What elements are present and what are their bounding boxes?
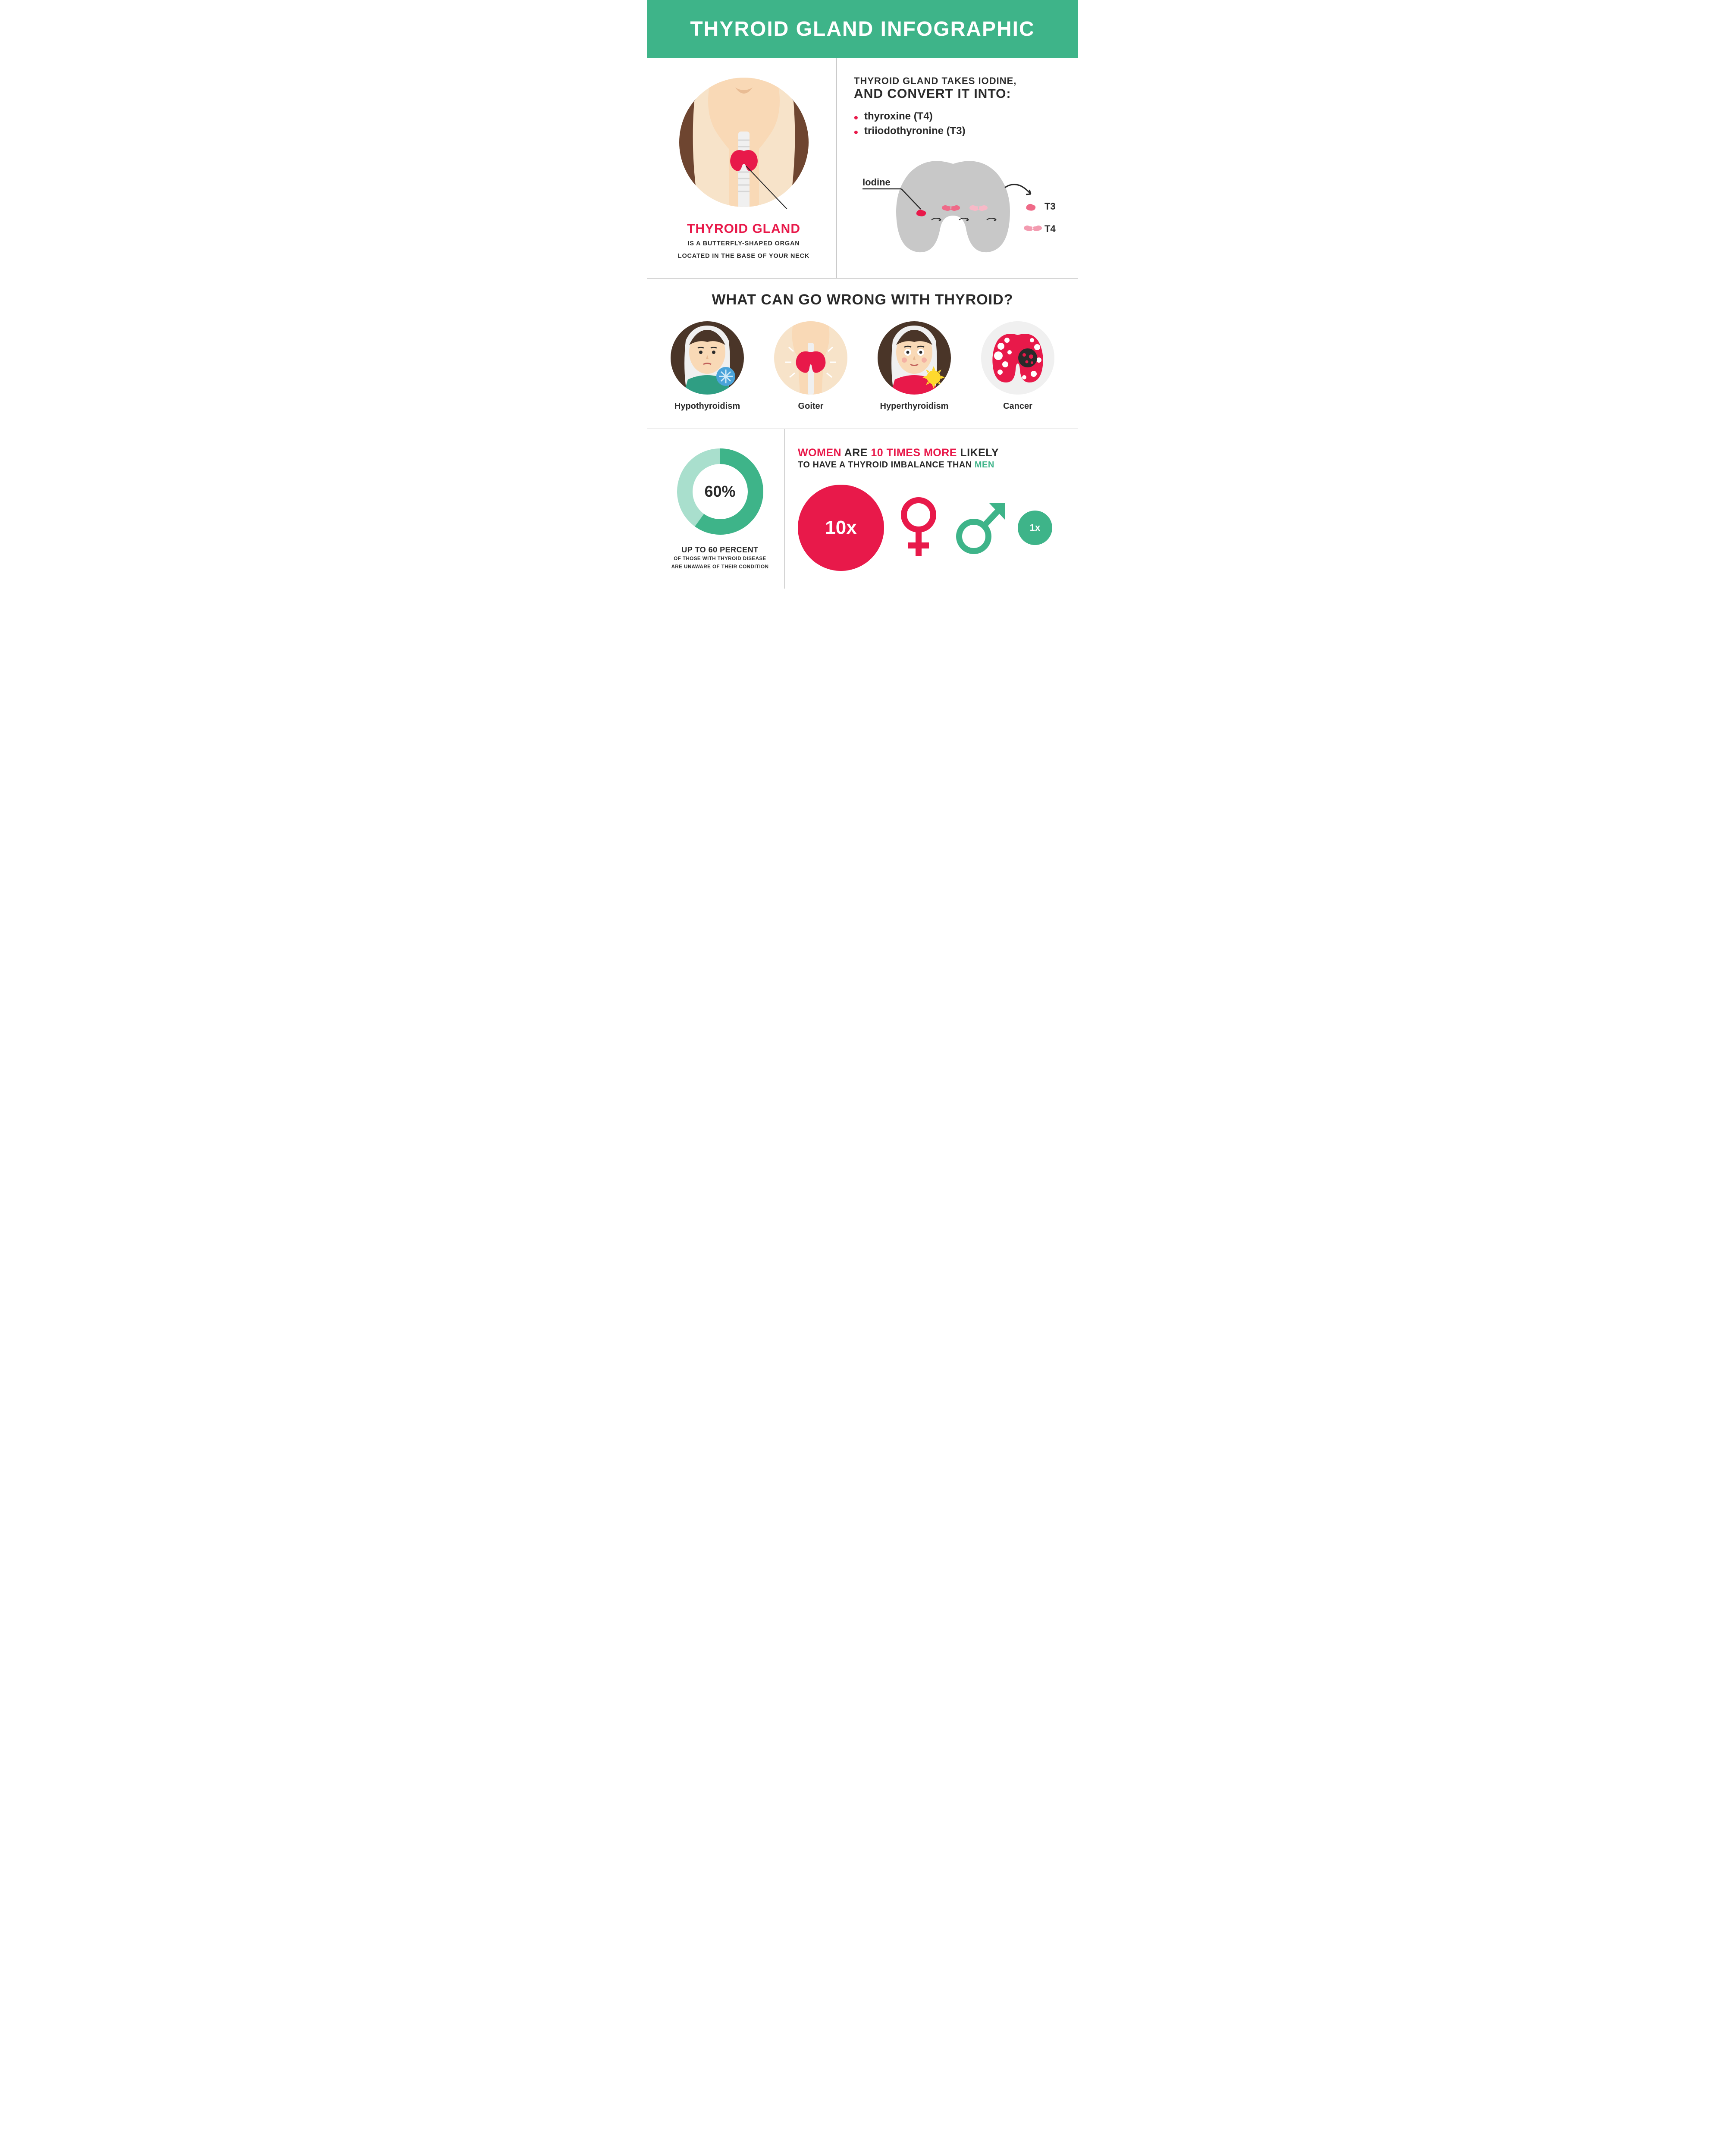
donut-sub2: ARE UNAWARE OF THEIR CONDITION bbox=[664, 564, 776, 571]
gender-women: WOMEN bbox=[798, 447, 841, 459]
donut-headline: UP TO 60 PERCENT bbox=[664, 545, 776, 555]
women-ratio-circle: 10x bbox=[798, 485, 884, 571]
convert-line2: AND CONVERT IT INTO: bbox=[854, 87, 1065, 101]
bullet-t4: thyroxine (T4) bbox=[854, 109, 1065, 124]
condition-label: Cancer bbox=[970, 401, 1065, 411]
condition-label: Goiter bbox=[763, 401, 858, 411]
gender-headline: WOMEN ARE 10 TIMES MORE LIKELY bbox=[798, 446, 1065, 459]
section-conditions: WHAT CAN GO WRONG WITH THYROID? bbox=[647, 279, 1078, 429]
hormone-list: thyroxine (T4) triiodothyronine (T3) bbox=[854, 109, 1065, 138]
intro-right: THYROID GLAND TAKES IODINE, AND CONVERT … bbox=[837, 58, 1078, 278]
woman-hot-icon bbox=[878, 321, 951, 395]
gender-row: 10x 1x bbox=[798, 485, 1065, 571]
iodine-diagram: Iodine T3 T4 bbox=[854, 151, 1061, 263]
gender-men: MEN bbox=[975, 460, 994, 470]
condition-label: Hyperthyroidism bbox=[867, 401, 962, 411]
condition-hypothyroidism: Hypothyroidism bbox=[660, 321, 755, 411]
gland-desc-2: LOCATED IN THE BASE OF YOUR NECK bbox=[664, 251, 823, 261]
t3-label: T3 bbox=[1044, 201, 1056, 212]
female-icon bbox=[897, 495, 940, 560]
condition-label: Hypothyroidism bbox=[660, 401, 755, 411]
page-title: THYROID GLAND INFOGRAPHIC bbox=[660, 17, 1065, 41]
gender-sub: TO HAVE A THYROID IMBALANCE THAN MEN bbox=[798, 460, 1065, 470]
condition-cancer: Cancer bbox=[970, 321, 1065, 411]
section-intro: THYROID GLAND IS A BUTTERFLY-SHAPED ORGA… bbox=[647, 58, 1078, 279]
neck-goiter-icon bbox=[774, 321, 847, 395]
donut-center-label: 60% bbox=[704, 483, 735, 501]
thyroid-cancer-icon bbox=[981, 321, 1054, 395]
condition-hyperthyroidism: Hyperthyroidism bbox=[867, 321, 962, 411]
woman-neck-illustration bbox=[677, 75, 811, 209]
stats-gender-panel: WOMEN ARE 10 TIMES MORE LIKELY TO HAVE A… bbox=[785, 429, 1078, 589]
conditions-title: WHAT CAN GO WRONG WITH THYROID? bbox=[660, 291, 1065, 308]
men-ratio-circle: 1x bbox=[1018, 511, 1052, 545]
intro-left: THYROID GLAND IS A BUTTERFLY-SHAPED ORGA… bbox=[647, 58, 837, 278]
stats-donut-panel: 60% UP TO 60 PERCENT OF THOSE WITH THYRO… bbox=[647, 429, 785, 589]
gland-title: THYROID GLAND bbox=[664, 222, 823, 236]
section-stats: 60% UP TO 60 PERCENT OF THOSE WITH THYRO… bbox=[647, 429, 1078, 589]
header-banner: THYROID GLAND INFOGRAPHIC bbox=[647, 0, 1078, 58]
conditions-row: Hypothyroidism bbox=[660, 321, 1065, 411]
iodine-label: Iodine bbox=[862, 177, 891, 188]
t4-label: T4 bbox=[1044, 223, 1056, 234]
male-icon bbox=[953, 495, 1005, 560]
bullet-t3: triiodothyronine (T3) bbox=[854, 124, 1065, 138]
gland-desc-1: IS A BUTTERFLY-SHAPED ORGAN bbox=[664, 239, 823, 249]
woman-cold-icon bbox=[671, 321, 744, 395]
donut-sub1: OF THOSE WITH THYROID DISEASE bbox=[664, 555, 776, 563]
condition-goiter: Goiter bbox=[763, 321, 858, 411]
convert-line1: THYROID GLAND TAKES IODINE, bbox=[854, 75, 1065, 87]
gender-factor: 10 TIMES MORE bbox=[871, 447, 957, 459]
donut-chart: 60% bbox=[675, 446, 765, 537]
